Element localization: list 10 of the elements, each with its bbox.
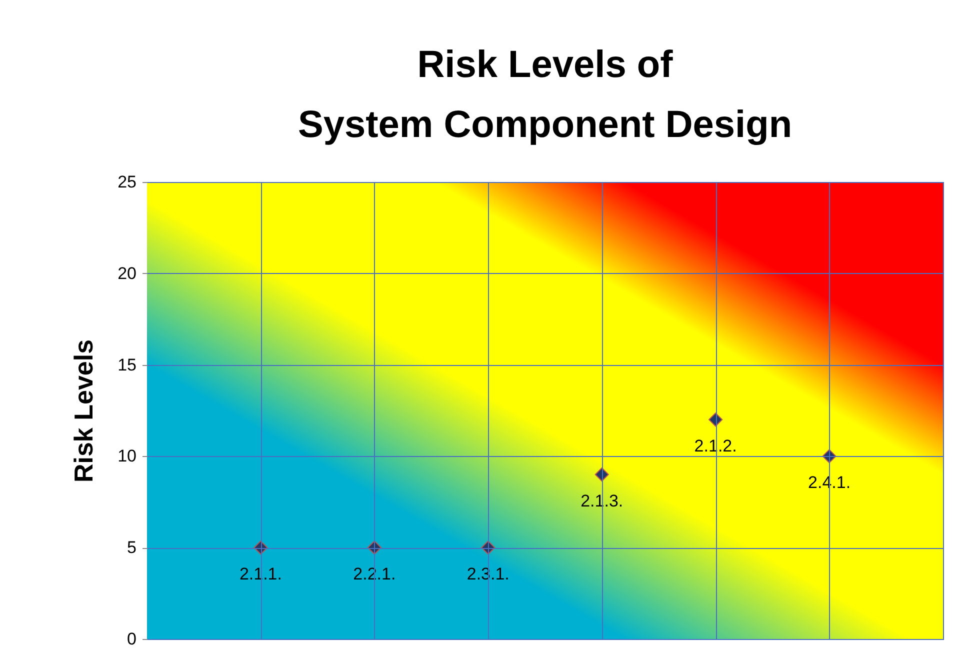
text: System Component Design [298, 104, 792, 146]
y-tick-label: 10 [118, 446, 136, 466]
y-tick-label: 20 [118, 264, 136, 283]
y-tick-label: 0 [127, 630, 136, 648]
y-tick-label: 5 [127, 538, 136, 558]
y-axis-title: Risk Levels [68, 339, 99, 483]
y-tick-label: 15 [118, 355, 136, 374]
data-label: 2.1.1. [239, 564, 282, 584]
y-tick-label: 25 [118, 172, 136, 192]
text: Risk Levels of [417, 44, 673, 86]
